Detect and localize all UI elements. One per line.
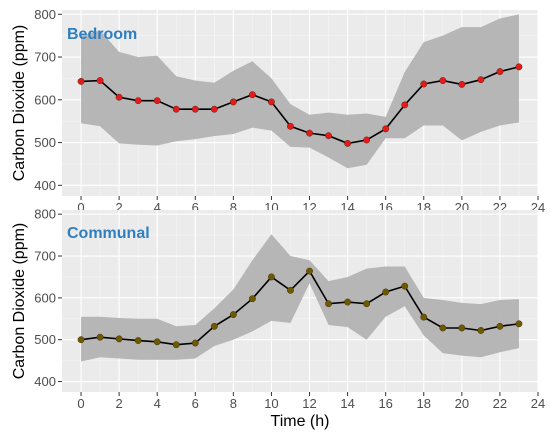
y-axis-title: Carbon Dioxide (ppm) — [11, 223, 28, 380]
data-point — [96, 333, 104, 341]
y-tick-label: 800 — [34, 7, 56, 22]
data-point — [77, 336, 85, 344]
data-point — [153, 97, 161, 105]
x-tick-label: 8 — [230, 396, 237, 411]
data-point — [115, 335, 123, 343]
y-axis-title: Carbon Dioxide (ppm) — [11, 25, 28, 182]
data-point — [210, 105, 218, 113]
data-point — [153, 338, 161, 346]
confidence-band — [81, 234, 519, 362]
data-point — [134, 97, 142, 105]
y-tick-label: 600 — [34, 92, 56, 107]
data-point — [420, 313, 428, 321]
data-point — [401, 282, 409, 290]
y-tick-label: 600 — [34, 290, 56, 305]
y-tick-label: 700 — [34, 50, 56, 65]
panel-title: Bedroom — [67, 26, 137, 43]
x-tick-label: 2 — [116, 396, 123, 411]
data-point — [96, 77, 104, 84]
data-point — [77, 78, 85, 85]
data-point — [363, 300, 371, 308]
data-point — [458, 324, 466, 332]
x-tick-label: 4 — [154, 200, 161, 215]
y-tick-label: 400 — [34, 374, 56, 389]
data-point — [306, 267, 313, 275]
data-point — [248, 91, 256, 99]
data-point — [477, 327, 485, 334]
data-point — [134, 337, 142, 344]
x-tick-label: 8 — [230, 200, 237, 215]
x-axis-title: Time (h) — [271, 413, 330, 430]
x-tick-label: 6 — [192, 396, 199, 411]
data-point — [268, 273, 275, 281]
data-point — [229, 98, 237, 106]
x-tick-label: 4 — [154, 396, 161, 411]
x-tick-label: 22 — [493, 396, 507, 411]
data-point — [344, 140, 351, 147]
data-point — [115, 93, 123, 101]
data-point — [382, 125, 390, 133]
data-point — [287, 286, 294, 294]
data-point — [191, 105, 199, 113]
data-point — [496, 322, 504, 330]
x-tick-label: 10 — [264, 396, 278, 411]
x-tick-label: 20 — [455, 396, 469, 411]
data-point — [248, 295, 256, 303]
confidence-band — [81, 14, 519, 169]
y-tick-label: 400 — [34, 178, 56, 193]
data-point — [363, 136, 371, 144]
x-tick-label: 16 — [378, 396, 392, 411]
x-tick-label: 6 — [192, 200, 199, 215]
y-tick-label: 800 — [34, 207, 56, 222]
data-point — [229, 311, 237, 318]
x-tick-label: 12 — [302, 396, 316, 411]
data-point — [268, 98, 275, 106]
data-point — [287, 122, 294, 130]
data-point — [439, 324, 447, 332]
data-point — [325, 132, 332, 140]
data-point — [515, 320, 523, 328]
x-tick-label: 0 — [77, 396, 84, 411]
data-point — [477, 76, 485, 84]
x-tick-label: 18 — [417, 396, 431, 411]
x-tick-label: 24 — [531, 396, 545, 411]
y-tick-label: 700 — [34, 249, 56, 264]
data-point — [382, 288, 390, 296]
data-point — [401, 101, 409, 109]
x-tick-label: 0 — [77, 200, 84, 215]
x-tick-label: 14 — [340, 396, 354, 411]
x-tick-label: 2 — [116, 200, 123, 215]
data-point — [420, 80, 428, 88]
data-point — [344, 298, 351, 306]
data-point — [439, 77, 447, 84]
data-point — [515, 63, 523, 71]
data-point — [210, 322, 218, 330]
data-point — [458, 81, 466, 88]
y-tick-label: 500 — [34, 332, 56, 347]
data-point — [496, 68, 504, 75]
panel-title: Communal — [67, 225, 150, 242]
data-point — [172, 341, 180, 349]
data-point — [325, 300, 332, 308]
data-point — [306, 129, 313, 137]
data-point — [172, 105, 180, 113]
data-point — [191, 339, 199, 347]
y-tick-label: 500 — [34, 135, 56, 150]
